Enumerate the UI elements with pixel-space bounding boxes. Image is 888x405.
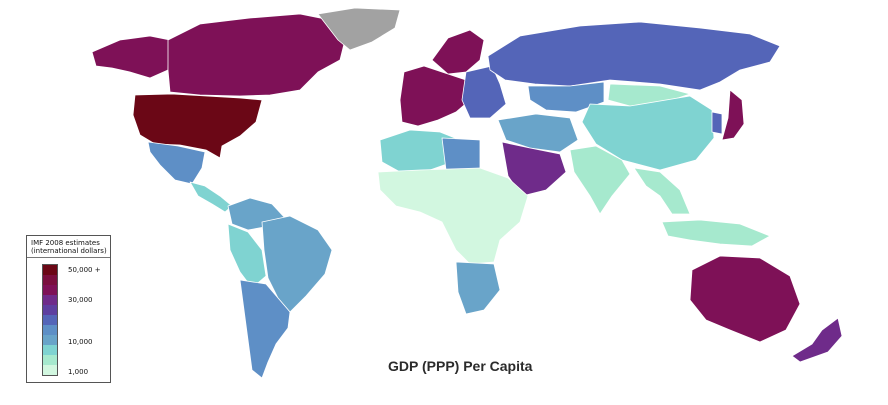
ramp-step	[43, 295, 57, 305]
ramp-step	[43, 325, 57, 335]
region-alaska	[91, 35, 171, 79]
region-central-america	[189, 181, 233, 213]
region-arabian-peninsula	[501, 141, 567, 197]
region-middle-east	[497, 113, 579, 153]
legend-tick-30000: 30,000	[68, 296, 93, 304]
ramp-step	[43, 315, 57, 325]
region-japan	[721, 89, 745, 141]
region-russia	[487, 21, 781, 91]
ramp-step	[43, 275, 57, 285]
ramp-step	[43, 345, 57, 355]
region-peru-bolivia	[227, 223, 267, 289]
region-libya	[441, 137, 481, 171]
region-indonesia-png	[661, 219, 771, 247]
region-brazil	[261, 215, 333, 313]
region-southeast-asia	[633, 167, 691, 215]
ramp-step	[43, 355, 57, 365]
legend: IMF 2008 estimates (international dollar…	[26, 235, 111, 383]
region-china	[581, 95, 715, 171]
region-korea	[711, 111, 723, 135]
region-southern-africa	[455, 261, 501, 315]
region-united-states	[132, 93, 263, 159]
ramp-step	[43, 335, 57, 345]
ramp-step	[43, 365, 57, 375]
region-new-zealand	[791, 317, 843, 363]
legend-tick-10000: 10,000	[68, 338, 93, 346]
color-ramp	[42, 264, 58, 376]
region-canada	[167, 13, 346, 97]
region-western-europe	[399, 65, 471, 127]
region-india	[569, 145, 631, 215]
region-argentina-chile	[239, 279, 291, 379]
region-scandinavia	[431, 29, 485, 75]
ramp-step	[43, 265, 57, 275]
ramp-step	[43, 305, 57, 315]
region-australia	[689, 255, 801, 343]
legend-tick-50000: 50,000 +	[68, 266, 101, 274]
legend-title-line-1: IMF 2008 estimates	[31, 239, 100, 247]
region-greenland	[317, 7, 401, 51]
legend-tick-1000: 1,000	[68, 368, 89, 376]
region-sub-saharan-africa	[377, 167, 529, 265]
legend-title: IMF 2008 estimates (international dollar…	[27, 236, 110, 258]
legend-title-line-2: (international dollars)	[31, 247, 107, 255]
ramp-step	[43, 285, 57, 295]
map-title: GDP (PPP) Per Capita	[388, 358, 533, 374]
